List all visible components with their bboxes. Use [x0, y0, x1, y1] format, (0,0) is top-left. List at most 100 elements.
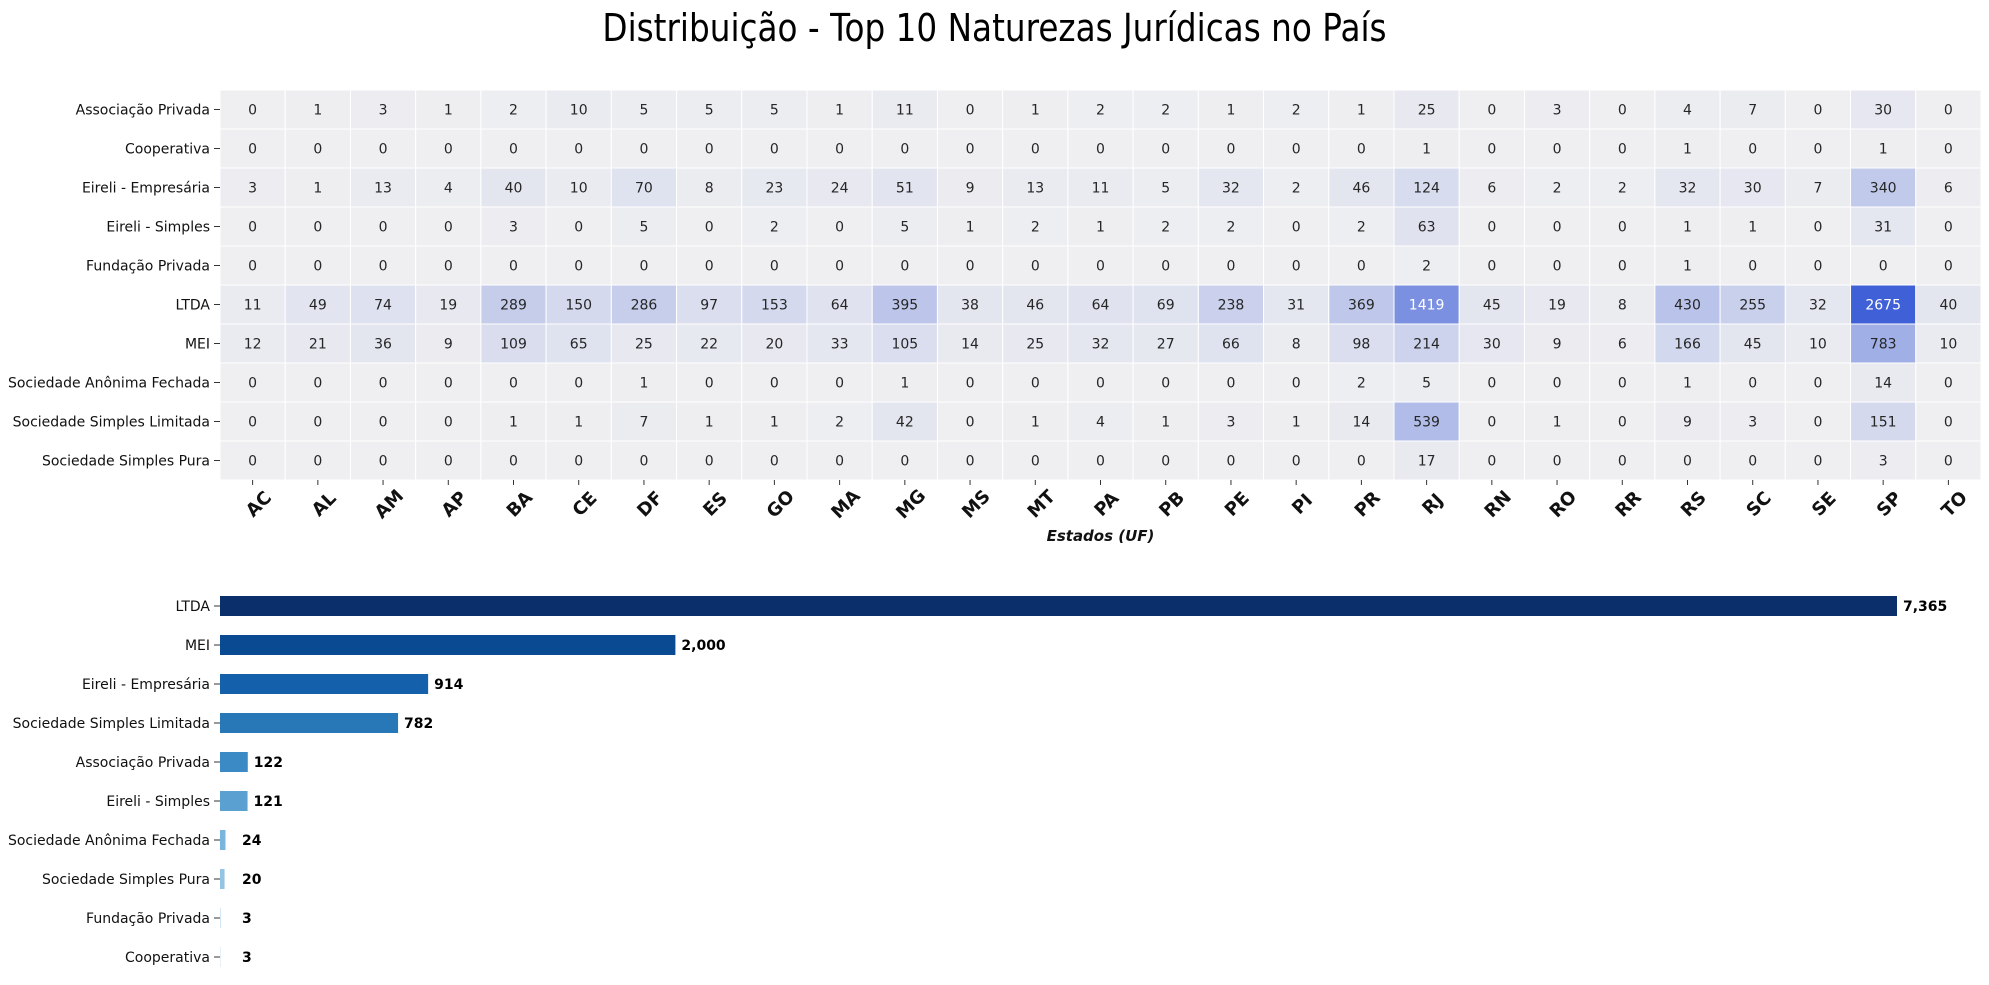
heatmap-cell — [1523, 128, 1591, 169]
heatmap-cell-value: 1 — [639, 376, 648, 392]
heatmap-cell — [284, 284, 351, 325]
heatmap-cell — [219, 89, 286, 130]
heatmap-cell-value: 0 — [1226, 259, 1235, 275]
heatmap-cell — [806, 440, 873, 481]
heatmap-cell-value: 0 — [835, 454, 844, 470]
heatmap-cell-value: 30 — [1744, 181, 1762, 197]
heatmap-cell-value: 0 — [770, 454, 779, 470]
heatmap-cell-value: 1 — [1683, 142, 1692, 158]
heatmap-cell — [1328, 245, 1395, 286]
heatmap-cell-value: 3 — [509, 220, 518, 236]
bar-category-label: LTDA — [175, 599, 210, 615]
heatmap-cell — [1002, 362, 1069, 403]
bar-category-label: Associação Privada — [76, 755, 210, 771]
heatmap-cell-value: 0 — [900, 454, 909, 470]
heatmap-cell — [1850, 440, 1917, 481]
heatmap-cell-value: 0 — [1748, 259, 1757, 275]
bar-value-label: 121 — [254, 794, 283, 810]
heatmap-cell-value: 340 — [1870, 181, 1897, 197]
heatmap-cell — [676, 323, 743, 364]
heatmap-cell — [1850, 362, 1917, 403]
heatmap-cell-value: 25 — [635, 337, 653, 353]
heatmap-cell-value: 27 — [1157, 337, 1175, 353]
heatmap-cell-value: 1 — [509, 415, 518, 431]
bar — [220, 752, 248, 772]
heatmap-cell — [480, 401, 547, 442]
heatmap-cell-value: 0 — [1161, 454, 1170, 470]
heatmap-cell-value: 0 — [1944, 454, 1953, 470]
heatmap-cell-value: 1 — [1292, 415, 1301, 431]
heatmap-cell-value: 0 — [574, 142, 583, 158]
heatmap-cell — [349, 440, 417, 481]
heatmap-cell-value: 25 — [1026, 337, 1044, 353]
heatmap-cell-value: 0 — [1618, 454, 1627, 470]
heatmap-x-axis-label: Estados (UF) — [1047, 527, 1155, 545]
heatmap-cell-value: 0 — [770, 259, 779, 275]
heatmap-cell — [1915, 89, 1982, 130]
heatmap-cell-value: 32 — [1092, 337, 1110, 353]
heatmap-cell-value: 153 — [761, 298, 788, 314]
heatmap-cell-value: 105 — [891, 337, 918, 353]
heatmap-cell-value: 0 — [1226, 376, 1235, 392]
bar — [220, 947, 221, 967]
heatmap-cell — [936, 206, 1004, 247]
heatmap-cell-value: 5 — [1161, 181, 1170, 197]
heatmap-cell-value: 2 — [1226, 220, 1235, 236]
heatmap-cell-value: 30 — [1874, 103, 1892, 119]
heatmap-cell-value: 0 — [1813, 142, 1822, 158]
heatmap-cell-value: 6 — [1944, 181, 1953, 197]
heatmap-cell — [1002, 245, 1069, 286]
heatmap-cell — [1654, 401, 1721, 442]
heatmap-cell — [936, 323, 1004, 364]
heatmap-cell-value: 0 — [379, 376, 388, 392]
heatmap-cell — [1002, 401, 1069, 442]
heatmap-col-label: MS — [958, 486, 995, 523]
bar — [220, 635, 676, 655]
heatmap-cell-value: 10 — [570, 103, 588, 119]
heatmap-cell-value: 5 — [770, 103, 779, 119]
heatmap-cell — [610, 401, 678, 442]
heatmap-cell — [1002, 206, 1069, 247]
heatmap-cell-value: 64 — [831, 298, 849, 314]
heatmap-cell-value: 65 — [570, 337, 588, 353]
heatmap-cell — [1915, 167, 1982, 208]
heatmap-cell-value: 33 — [831, 337, 849, 353]
heatmap-cell-value: 124 — [1413, 181, 1440, 197]
heatmap-cell — [1523, 440, 1591, 481]
heatmap-cell — [1719, 128, 1786, 169]
heatmap-cell-value: 3 — [248, 181, 257, 197]
heatmap-cell — [480, 362, 547, 403]
heatmap-cell-value: 0 — [705, 454, 714, 470]
heatmap-cell — [480, 323, 547, 364]
heatmap-cell — [676, 440, 743, 481]
heatmap-cell — [1850, 89, 1917, 130]
heatmap-cell-value: 0 — [1161, 142, 1170, 158]
heatmap-cell-value: 1 — [770, 415, 779, 431]
heatmap-cell-value: 14 — [1874, 376, 1892, 392]
heatmap-cell — [1523, 323, 1591, 364]
heatmap-cell — [806, 323, 873, 364]
heatmap-cell-value: 0 — [770, 376, 779, 392]
heatmap-cell-value: 3 — [1879, 454, 1888, 470]
heatmap-cell — [676, 167, 743, 208]
heatmap-cell-value: 4 — [444, 181, 453, 197]
bar — [220, 869, 225, 889]
heatmap-cell — [1719, 401, 1786, 442]
heatmap-cell-value: 0 — [574, 220, 583, 236]
heatmap-cell-value: 14 — [961, 337, 979, 353]
heatmap-cell-value: 0 — [705, 259, 714, 275]
heatmap-cell-value: 22 — [700, 337, 718, 353]
heatmap-cell-value: 1 — [1161, 415, 1170, 431]
heatmap-cell — [741, 401, 808, 442]
heatmap-row-label: Sociedade Anônima Fechada — [8, 376, 210, 392]
heatmap-cell-value: 0 — [379, 259, 388, 275]
heatmap-cell — [936, 89, 1004, 130]
heatmap-cell-value: 783 — [1870, 337, 1897, 353]
heatmap-cell-value: 0 — [313, 142, 322, 158]
heatmap-cell-value: 38 — [961, 298, 979, 314]
heatmap-cell — [415, 167, 482, 208]
heatmap-col-label: RR — [1611, 487, 1646, 522]
heatmap-cell — [1784, 284, 1852, 325]
bar-value-label: 7,365 — [1903, 599, 1947, 615]
heatmap-cell — [1263, 128, 1330, 169]
